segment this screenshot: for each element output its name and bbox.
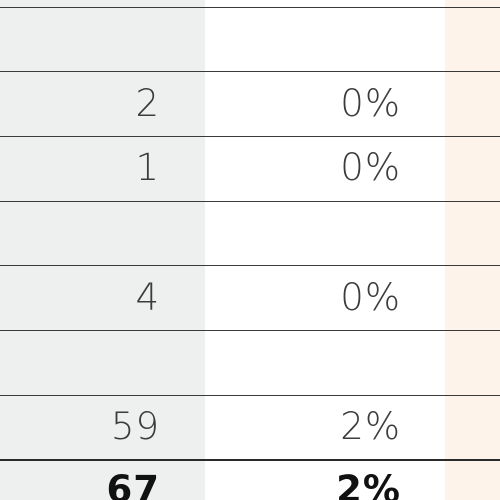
row-divider <box>0 395 500 396</box>
table-cell-count <box>0 17 160 61</box>
total-count: 67 <box>106 468 160 500</box>
table-cell-count: 2 <box>135 82 160 125</box>
total-divider <box>0 459 500 461</box>
row-divider <box>0 7 500 8</box>
row-divider <box>0 330 500 331</box>
table-cell-percent <box>205 340 401 384</box>
row-divider <box>0 265 500 266</box>
row-divider <box>0 71 500 72</box>
table-cell-count <box>0 211 160 255</box>
percent-column-background <box>205 0 445 500</box>
table-cell-percent: 0% <box>340 146 401 189</box>
next-column-background <box>445 0 500 500</box>
table-cell-percent <box>205 17 401 61</box>
table-cell-count: 1 <box>135 146 160 189</box>
row-divider <box>0 136 500 137</box>
count-column-background <box>0 0 205 500</box>
table-cell-percent: 2% <box>340 405 401 448</box>
row-divider <box>0 201 500 202</box>
table-cell-count <box>0 340 160 384</box>
table-cell-percent <box>205 211 401 255</box>
table-cell-count: 59 <box>110 405 160 448</box>
total-percent: 2% <box>336 468 401 500</box>
table-cell-count: 4 <box>135 276 160 319</box>
table-cell-percent: 0% <box>340 82 401 125</box>
table-cell-percent: 0% <box>340 276 401 319</box>
